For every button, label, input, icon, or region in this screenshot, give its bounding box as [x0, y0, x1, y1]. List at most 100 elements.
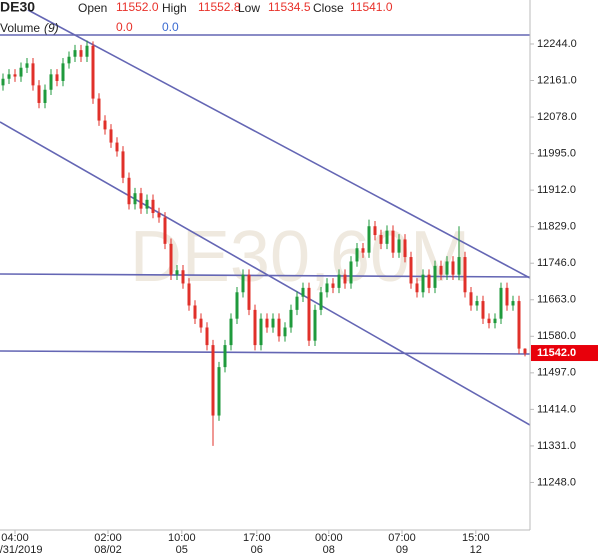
candle-body	[247, 274, 251, 310]
volume-period: (9)	[44, 21, 59, 35]
candle-body	[241, 274, 245, 293]
volume-name: Volume	[0, 21, 40, 35]
candle-body	[193, 305, 197, 319]
candle-body	[373, 226, 377, 236]
y-tick-label: 12078.0	[537, 111, 577, 123]
candle-body	[301, 287, 305, 297]
candle-body	[325, 283, 329, 293]
candle-body	[109, 129, 113, 143]
candle-body	[349, 261, 353, 284]
candle-body	[181, 270, 185, 284]
y-tick-label: 11663.0	[537, 294, 576, 306]
candle-body	[511, 301, 515, 306]
candle-body	[397, 239, 401, 253]
candle-body	[157, 213, 161, 218]
candle-body	[403, 239, 407, 258]
ohlc-name: Close	[313, 1, 344, 15]
candle-body	[169, 243, 173, 275]
y-tick-label: 11414.0	[537, 403, 576, 415]
candle-body	[343, 274, 347, 284]
x-tick-sublabel: 06	[251, 544, 263, 556]
candle-body	[265, 318, 269, 328]
x-tick-label: 00:00	[315, 532, 343, 544]
candle-body	[49, 74, 53, 90]
candle-body	[7, 74, 11, 79]
candle-body	[415, 283, 419, 293]
candle-body	[457, 257, 461, 275]
candle-body	[319, 292, 323, 310]
ohlc-value: 11552.8	[198, 0, 241, 14]
y-tick-label: 11580.0	[537, 330, 576, 342]
y-tick-label: 11746.0	[537, 257, 576, 269]
candle-body	[433, 265, 437, 288]
symbol: DE30	[0, 0, 35, 15]
candle-body	[421, 274, 425, 293]
y-tick-label: 11912.0	[537, 184, 576, 196]
x-tick-label: 02:00	[94, 532, 122, 544]
ohlc-name: High	[162, 1, 187, 15]
x-tick-sublabel: 07/31/2019	[0, 544, 43, 556]
channel-level	[0, 273, 530, 278]
candle-body	[79, 50, 83, 57]
x-tick-label: 10:00	[168, 532, 196, 544]
candle-body	[259, 318, 263, 346]
candle-body	[31, 63, 35, 86]
ohlc-name: Low	[238, 1, 260, 15]
candle-body	[361, 248, 365, 253]
candle-body	[499, 287, 503, 319]
lower-channel	[0, 121, 530, 426]
volume-value: 0.0	[116, 20, 133, 34]
candle-body	[355, 248, 359, 262]
x-tick-sublabel: 08/02	[94, 544, 122, 556]
candle-body	[67, 56, 71, 64]
candle-body	[151, 199, 155, 214]
candle-body	[523, 348, 527, 354]
candle-body	[13, 74, 17, 77]
candle-body	[337, 274, 341, 288]
candle-body	[331, 283, 335, 288]
candle-body	[211, 345, 215, 416]
y-tick-label: 11497.0	[537, 367, 576, 379]
candle-body	[175, 270, 179, 275]
candle-body	[199, 318, 203, 328]
candle-body	[463, 257, 467, 293]
candle-body	[385, 230, 389, 244]
x-tick-label: 17:00	[243, 532, 271, 544]
candle-body	[1, 78, 5, 86]
x-tick-label: 07:00	[388, 532, 416, 544]
candle-body	[115, 142, 119, 152]
ohlc-value: 11541.0	[350, 0, 393, 14]
y-tick-label: 11331.0	[537, 440, 576, 452]
x-tick-sublabel: 05	[176, 544, 188, 556]
candle-body	[379, 235, 383, 244]
y-tick-label: 12161.0	[537, 74, 577, 86]
candle-body	[121, 151, 125, 178]
y-tick-label: 11829.0	[537, 221, 576, 233]
candle-body	[103, 120, 107, 130]
candle-body	[19, 67, 23, 77]
ohlc-value: 11534.5	[268, 0, 311, 14]
ohlc-value: 11552.0	[116, 0, 159, 14]
last-price-box	[531, 345, 598, 362]
candle-body	[73, 50, 77, 57]
support-line	[0, 350, 530, 355]
candle-body	[493, 318, 497, 324]
upper-channel	[27, 9, 530, 279]
x-tick-sublabel: 09	[396, 544, 408, 556]
candle-body	[427, 274, 431, 288]
candle-body	[217, 367, 221, 416]
candle-body	[409, 257, 413, 284]
x-tick-sublabel: 08	[323, 544, 335, 556]
candle-body	[283, 327, 287, 337]
x-tick-sublabel: 12	[470, 544, 482, 556]
candles	[1, 40, 527, 446]
candle-body	[307, 287, 311, 341]
candle-body	[277, 318, 281, 337]
candle-body	[55, 74, 59, 81]
y-tick-label: 11995.0	[537, 148, 576, 160]
candle-body	[139, 193, 143, 209]
candle-body	[481, 301, 485, 319]
candle-body	[469, 292, 473, 306]
candle-body	[391, 230, 395, 253]
candle-body	[517, 301, 521, 349]
